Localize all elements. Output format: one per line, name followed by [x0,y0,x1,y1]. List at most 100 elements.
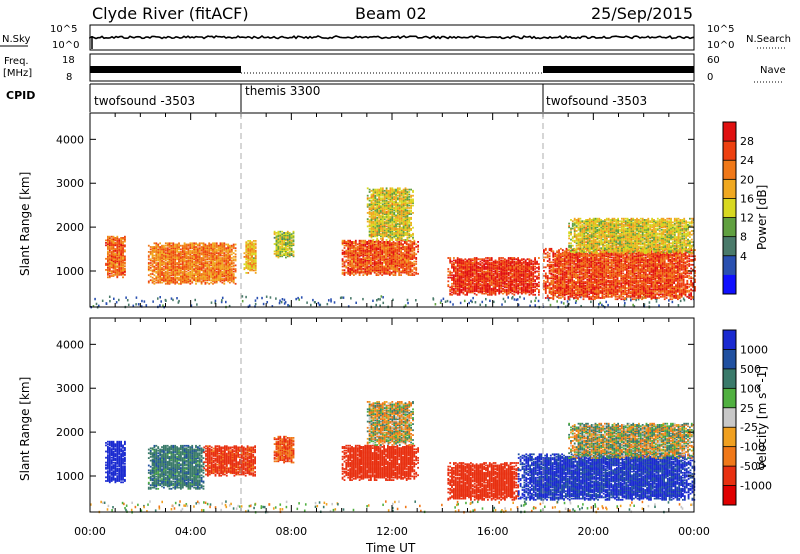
range-cell [232,270,235,273]
range-cell [370,226,373,229]
range-cell [368,204,371,207]
range-cell [341,271,344,274]
range-cell [189,268,192,270]
range-cell [479,275,482,278]
range-cell [391,192,394,195]
range-cell [362,259,365,262]
range-cell [245,262,248,264]
range-cell [187,273,190,275]
range-cell [200,269,203,272]
range-cell [453,262,455,264]
range-cell [395,189,397,192]
range-cell [341,260,344,263]
range-cell [380,198,382,201]
range-cell [249,240,251,242]
range-cell [485,273,487,275]
range-cell [407,249,410,252]
range-cell [504,273,506,275]
range-cell [379,241,382,243]
noise-cell [535,296,537,300]
range-cell [189,265,192,268]
range-cell [485,275,487,278]
range-cell [410,194,412,197]
range-cell [393,235,396,238]
range-cell [395,223,397,225]
range-cell [449,292,452,295]
range-cell [407,258,410,260]
range-cell [354,241,357,243]
noise-cell [108,295,111,298]
range-cell [341,265,344,268]
range-cell [118,272,121,275]
range-cell [398,203,401,206]
range-cell [488,263,491,265]
range-cell [176,281,178,284]
range-cell [496,271,499,274]
range-cell [277,252,280,255]
range-cell [498,257,501,259]
range-cell [285,248,287,250]
range-cell [108,266,111,269]
range-cell [400,274,402,276]
range-cell [172,276,175,279]
range-cell [170,260,173,263]
range-cell [351,249,353,252]
range-cell [368,231,371,234]
range-cell [110,243,113,245]
range-cell [498,260,501,263]
range-cell [407,255,410,258]
range-cell [402,260,404,263]
range-cell [372,223,375,225]
range-cell [219,257,222,259]
freq-tick-bottom: 8 [66,72,72,83]
range-cell [225,268,228,270]
range-cell [166,271,169,274]
range-cell [394,259,397,262]
range-cell [151,276,154,279]
range-cell [178,244,180,247]
range-cell [358,271,361,274]
range-cell [366,254,368,257]
range-cell [161,244,163,247]
range-cell [387,241,389,243]
range-cell [180,274,182,277]
range-cell [159,276,161,279]
range-cell [479,280,482,283]
range-cell [245,264,248,267]
noise-cell [479,303,482,307]
range-cell [481,289,484,291]
range-cell [229,274,231,277]
range-cell [454,280,457,283]
range-cell [404,187,407,190]
range-cell [122,259,124,261]
range-cell [397,208,399,211]
range-cell [217,269,220,272]
noise-cell [113,297,115,300]
range-cell [483,292,485,295]
range-cell [377,254,380,257]
range-cell [206,246,209,248]
range-cell [176,255,178,258]
range-cell [387,193,390,196]
range-cell [391,234,394,236]
range-cell [371,255,374,258]
range-cell [215,248,218,251]
range-cell [170,279,173,282]
range-cell [415,266,418,269]
range-cell [178,248,180,251]
range-cell [453,265,455,268]
range-cell [498,291,501,294]
range-cell [118,248,121,250]
range-cell [485,265,487,268]
range-cell [490,277,493,280]
range-cell [507,292,510,295]
range-cell [153,246,156,248]
range-cell [411,274,414,276]
range-cell [195,247,197,250]
range-cell [397,213,399,215]
range-cell [349,274,351,276]
range-cell [373,255,376,258]
range-cell [197,270,199,273]
range-cell [273,252,276,255]
range-cell [227,259,229,262]
